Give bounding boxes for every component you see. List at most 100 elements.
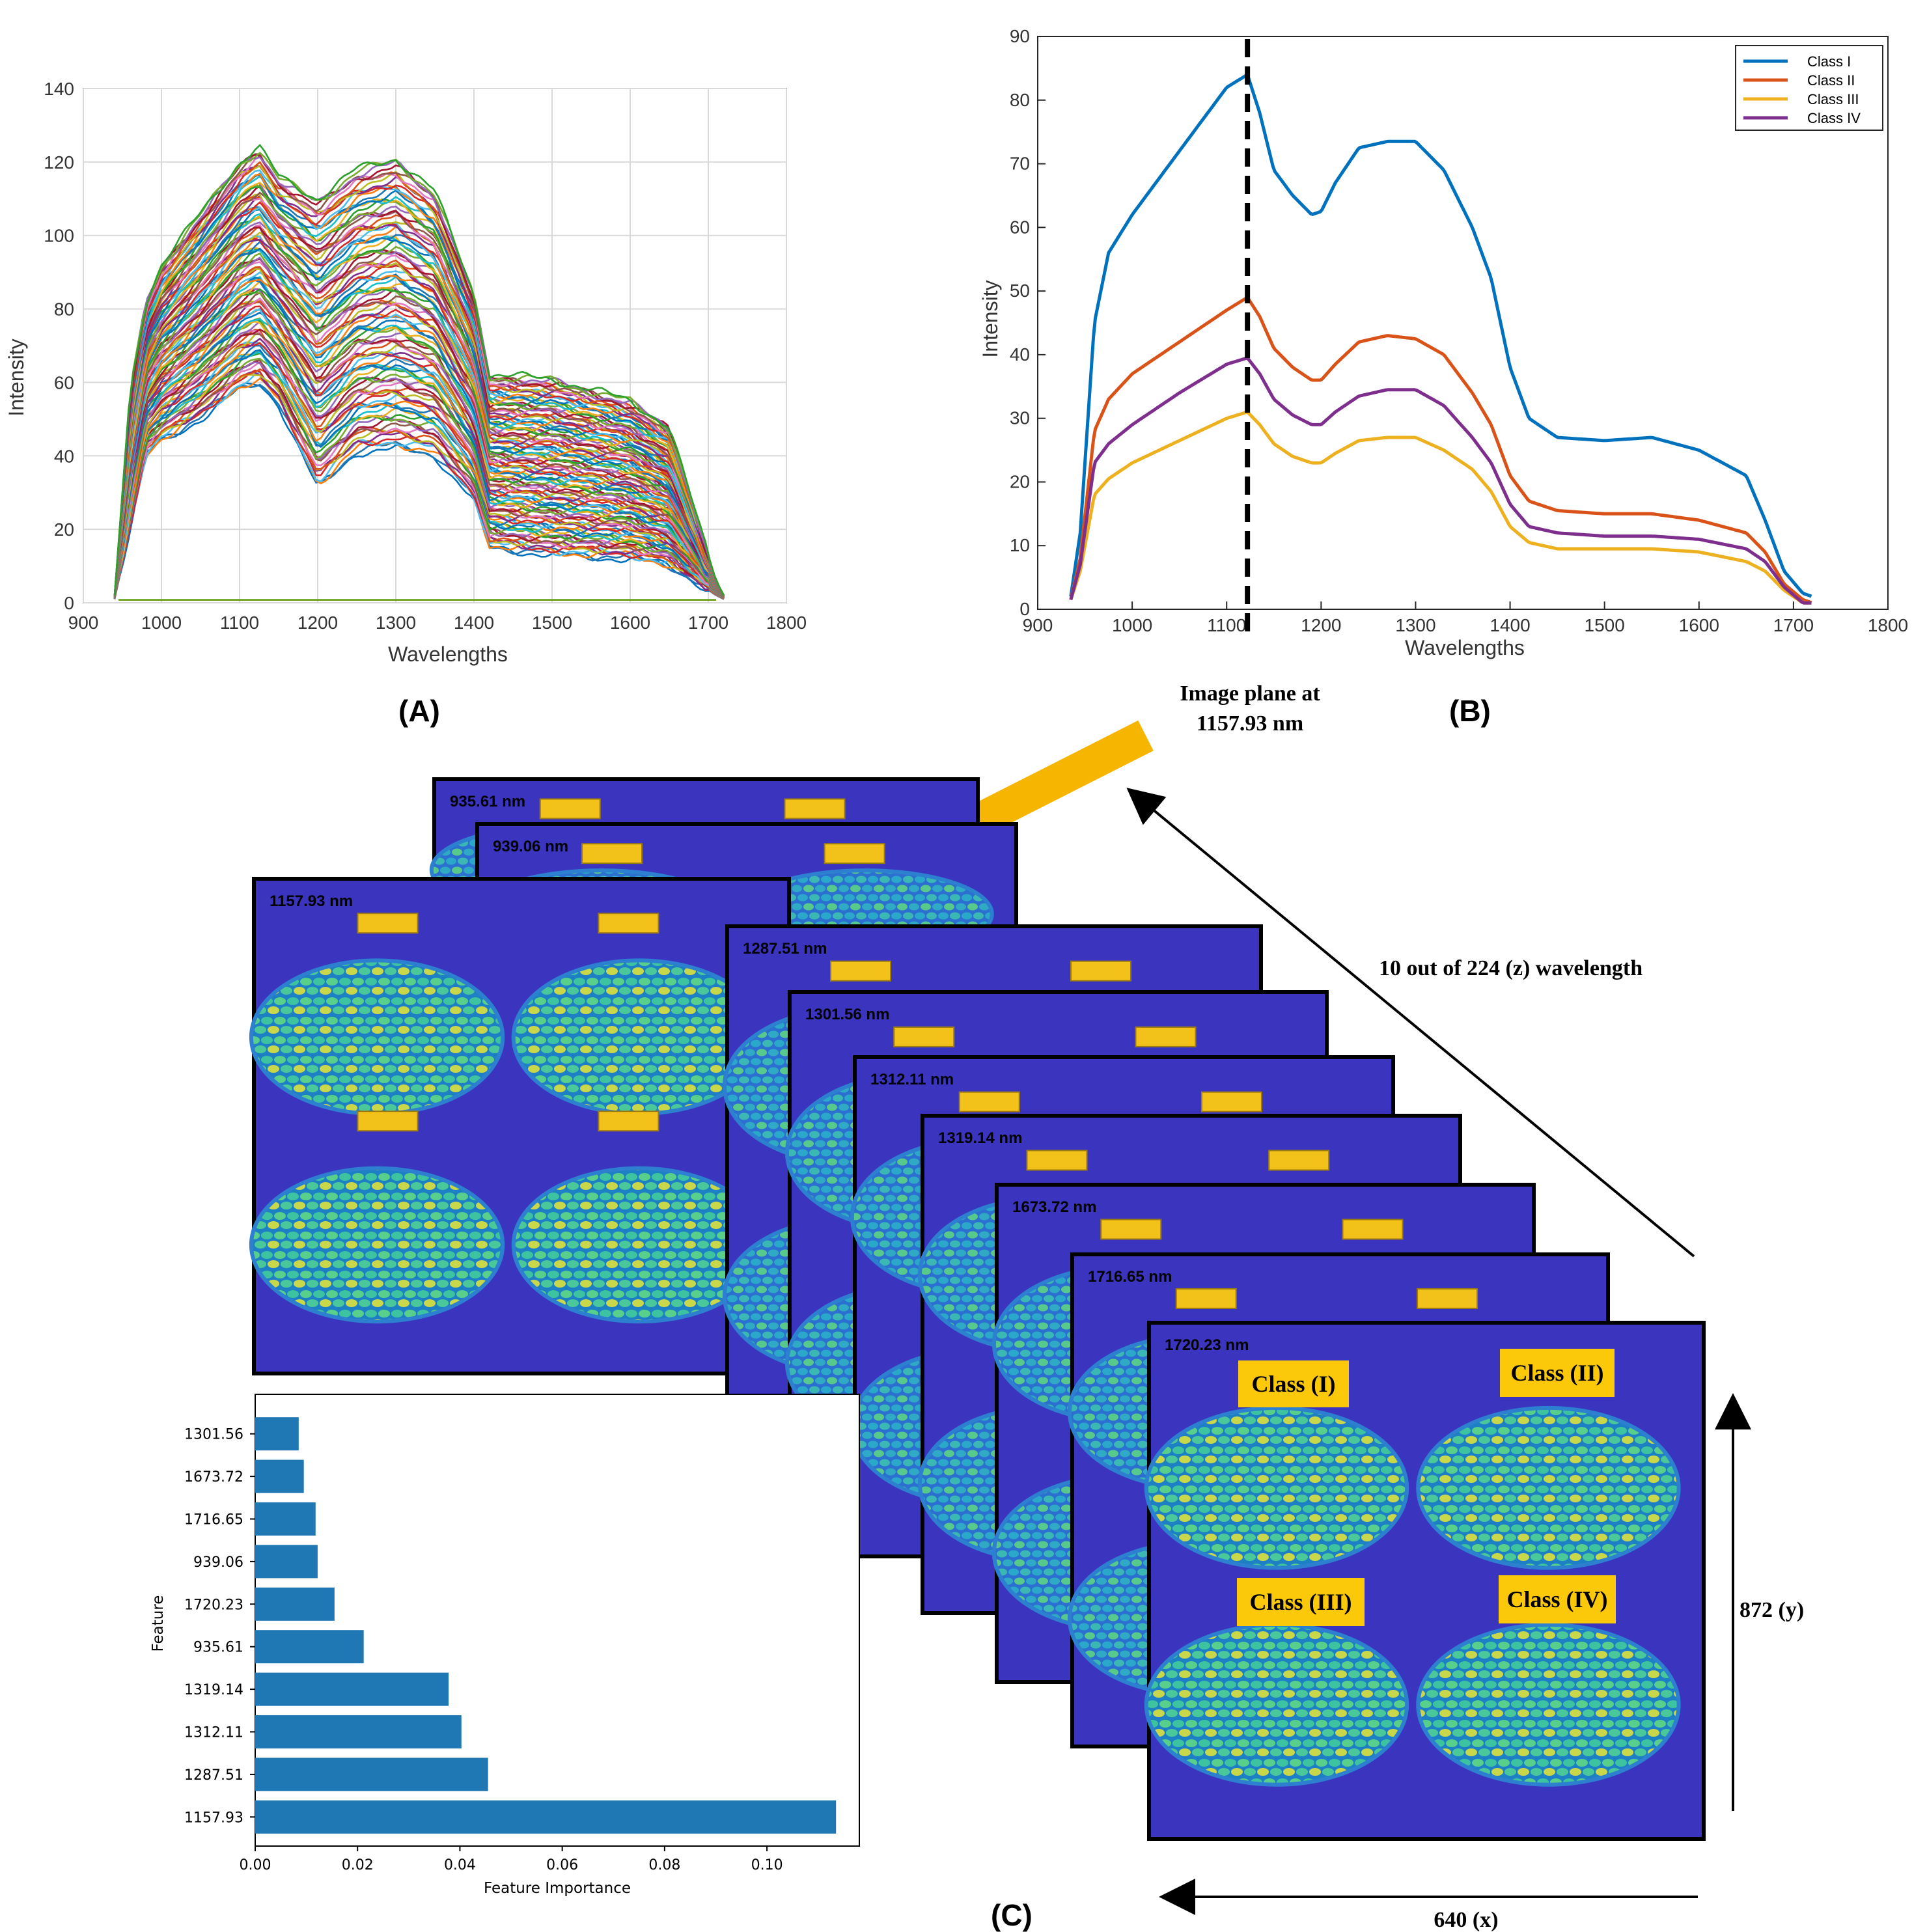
image-plane-label-line2: 1157.93 nm	[1197, 711, 1303, 736]
class-tag-label: Class (I)	[1251, 1371, 1335, 1397]
chart-b-legend-label: Class III	[1807, 91, 1859, 107]
spectral-slice: 1720.23 nm	[1144, 1321, 1706, 1841]
chart-a-xtick-label: 1100	[220, 613, 259, 633]
bar-chart-ylabel: Feature	[150, 1595, 167, 1652]
chart-a-xtick-label: 1500	[532, 613, 572, 633]
dish-tag	[1417, 1288, 1478, 1309]
hypercube-stack: 935.61 nm 939.06 nm 1157.93 nm 1287.51 nm 13…	[249, 777, 1706, 1841]
seed-dish	[1416, 1622, 1681, 1787]
chart-b-ytick-label: 60	[1010, 217, 1030, 237]
feature-bar	[255, 1502, 316, 1536]
slice-wavelength-label: 1673.72 nm	[1012, 1198, 1096, 1216]
spectral-slice: 1157.93 nm	[249, 877, 791, 1375]
feature-bar	[255, 1758, 488, 1791]
chart-a-xtick-label: 1300	[376, 613, 416, 633]
bar-chart-bars: 1301.56 1673.72 1716.65 939.06 1720.23 935.61…	[184, 1417, 837, 1873]
chart-a-ytick-label: 80	[54, 299, 74, 320]
chart-a-spectrum-line	[113, 369, 725, 600]
feature-bar	[255, 1545, 318, 1579]
chart-b-xtick-label: 1300	[1395, 615, 1435, 635]
chart-a-xtick-label: 1700	[688, 613, 728, 633]
bar-xtick-label: 0.00	[240, 1857, 271, 1873]
chart-a-spectrum-line	[113, 288, 725, 599]
chart-a-spectrum-line	[113, 361, 725, 600]
chart-b-xtick-label: 1800	[1868, 615, 1908, 635]
slice-wavelength-label: 935.61 nm	[450, 793, 525, 810]
bar-chart-xlabel: Feature Importance	[484, 1880, 631, 1897]
feature-bar	[255, 1800, 837, 1834]
chart-a-spectrum-line	[113, 292, 725, 599]
chart-a-ytick-label: 140	[44, 79, 74, 99]
chart-b-series-line	[1069, 410, 1812, 605]
chart-a-xtick-label: 1200	[298, 613, 338, 633]
chart-b-ylabel: Intensity	[978, 280, 1002, 357]
feature-bar	[255, 1417, 299, 1451]
seed-dish	[1144, 1622, 1409, 1787]
bar-category-label: 1716.65	[184, 1512, 243, 1528]
chart-a-axes: 900 1000 1100 1200 1300 1400 1500 1600 1700 1800 0…	[44, 79, 807, 633]
dish-tag	[598, 1111, 659, 1132]
chart-a-ytick-label: 100	[44, 226, 74, 246]
chart-b-series-line	[1069, 73, 1812, 598]
chart-a-spectrum-line	[113, 215, 725, 598]
chart-b-ytick-label: 90	[1010, 26, 1030, 46]
dish-tag	[598, 913, 659, 934]
feature-bar	[255, 1715, 462, 1749]
feature-bar	[255, 1672, 449, 1706]
bar-xtick-label: 0.06	[546, 1857, 578, 1873]
chart-a-spectrum-line	[113, 279, 725, 598]
bar-category-label: 1157.93	[184, 1810, 243, 1826]
dish-tag	[1268, 1150, 1330, 1171]
bar-category-label: 1673.72	[184, 1469, 243, 1485]
chart-a-xtick-label: 1000	[141, 613, 182, 633]
chart-feature-importance: 1301.56 1673.72 1716.65 939.06 1720.23 935.61…	[150, 1394, 860, 1897]
bar-xtick-label: 0.04	[444, 1857, 476, 1873]
feature-bar	[255, 1459, 304, 1493]
chart-a: 900 1000 1100 1200 1300 1400 1500 1600 1700 1800 0…	[5, 79, 807, 728]
slice-wavelength-label: 939.06 nm	[493, 838, 568, 855]
chart-a-xtick-label: 1400	[454, 613, 494, 633]
class-tag	[1500, 1349, 1615, 1397]
dish-tag	[1100, 1219, 1162, 1240]
class-tag	[1499, 1575, 1616, 1623]
slice-wavelength-label: 1312.11 nm	[870, 1071, 954, 1088]
chart-a-spectrum-line	[113, 234, 725, 598]
chart-a-spectrum-line	[113, 184, 725, 597]
class-tag-label: Class (II)	[1510, 1360, 1603, 1386]
chart-b-xtick-label: 1500	[1585, 615, 1625, 635]
chart-b-xtick-label: 1400	[1490, 615, 1530, 635]
chart-b-ytick-label: 20	[1010, 471, 1030, 491]
y-dimension-label: 872 (y)	[1740, 1598, 1804, 1622]
chart-b-series-line	[1069, 356, 1812, 605]
dish-tag	[1200, 1091, 1262, 1112]
chart-a-spectrum-line	[113, 266, 725, 598]
bar-xtick-label: 0.10	[751, 1857, 783, 1873]
chart-b: 900 1000 1100 1200 1300 1400 1500 1600 1700 1800 0…	[978, 26, 1908, 736]
chart-a-spectrum-line	[113, 151, 725, 596]
feature-bar	[255, 1587, 335, 1621]
panel-b-label: (B)	[1449, 694, 1491, 728]
bar-category-label: 939.06	[193, 1554, 243, 1571]
chart-b-xtick-label: 1200	[1301, 615, 1341, 635]
seed-dish	[249, 1166, 505, 1324]
dish-tag	[357, 913, 419, 934]
chart-b-series	[1069, 73, 1812, 605]
bar-category-label: 1287.51	[184, 1767, 243, 1784]
slice-wavelength-label: 1720.23 nm	[1165, 1336, 1249, 1354]
chart-b-xtick-label: 1700	[1773, 615, 1814, 635]
chart-a-spectrum-line	[113, 352, 725, 600]
chart-a-spectrum-line	[113, 156, 725, 596]
x-dimension-label: 640 (x)	[1434, 1908, 1498, 1932]
chart-b-legend-label: Class II	[1807, 72, 1855, 89]
wavelength-note: 10 out of 224 (z) wavelength	[1379, 956, 1643, 980]
slice-wavelength-label: 1287.51 nm	[743, 940, 827, 958]
z-axis-arrow	[1126, 788, 1695, 1258]
chart-a-spectrum-line	[113, 350, 725, 600]
dish-tag	[1175, 1288, 1237, 1309]
class-tag	[1238, 1360, 1349, 1407]
chart-a-spectrum-line	[113, 383, 725, 600]
chart-b-xtick-label: 1600	[1679, 615, 1719, 635]
slice-wavelength-label: 1157.93 nm	[270, 892, 353, 910]
chart-a-spectrum-line	[113, 206, 725, 597]
